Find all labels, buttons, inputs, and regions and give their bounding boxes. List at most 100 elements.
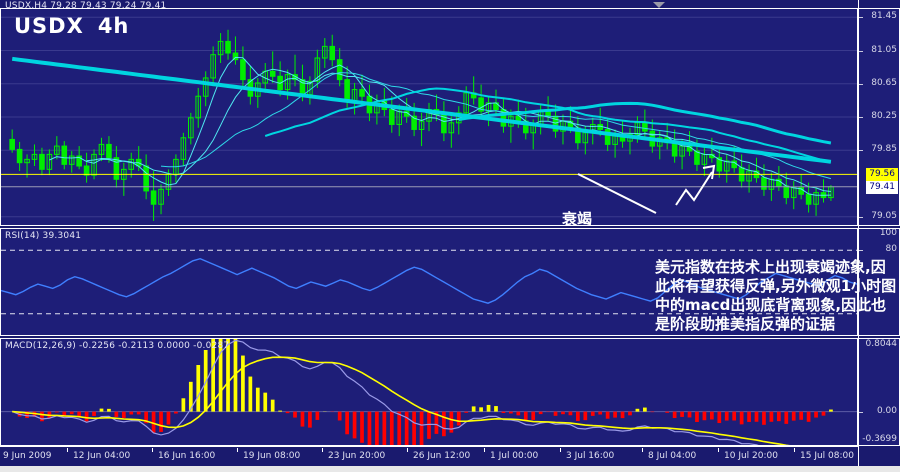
time-axis-label: 1 Jul 00:00 [490,451,539,461]
time-axis-label: 10 Jul 20:00 [724,451,778,461]
bid-price-label[interactable]: 79.56 [866,168,898,182]
candle-body [463,92,470,114]
candle-body [9,138,15,150]
rsi-axis[interactable]: 100 80 [857,229,899,335]
candle-body [448,122,455,134]
macd-axis-tick: 0.00 [876,405,897,416]
candle-body [232,52,239,61]
price-axis-tick: 81.05 [871,44,897,55]
candle-body [694,150,700,165]
price-chart-panel[interactable]: 81.45 81.05 80.65 80.25 79.85 79.05 79.56 79.41 [0,8,900,226]
candle-body [336,59,343,81]
rsi-label: RSI(14) 39.3041 [5,231,82,241]
chart-shift-marker-icon[interactable] [653,2,665,8]
time-axis[interactable]: 9 Jun 2009 12 Jun 04:00 16 Jun 16:00 19 Jun… [0,448,858,466]
exhaustion-annotation: 衰竭 [562,210,593,228]
long-moving-average-line [11,56,832,164]
candle-body [284,74,291,91]
candle-body [329,45,336,61]
time-axis-label: 26 Jun 12:00 [413,451,471,461]
candle-body [396,110,403,125]
time-axis-tickmark [642,448,643,452]
price-axis-tickmark [859,117,863,118]
time-axis-label: 23 Jun 20:00 [328,451,386,461]
candle-body [24,158,30,164]
time-axis-tickmark [407,448,408,452]
candle-body [723,160,730,172]
time-axis-label: 16 Jun 16:00 [158,451,216,461]
candle-body [604,128,611,145]
time-axis-label: 3 Jul 16:00 [566,451,615,461]
candle-body [321,45,328,59]
ask-price-label[interactable]: 79.41 [866,180,898,194]
price-axis[interactable]: 81.45 81.05 80.65 80.25 79.85 79.05 79.56 79.41 [857,9,899,225]
time-axis-tickmark [237,448,238,452]
time-axis-label: 8 Jul 04:00 [648,451,697,461]
candle-body [106,143,112,159]
candle-body [344,79,350,102]
candle-body [552,115,559,132]
macd-signal-line [12,356,791,445]
candle-body [98,143,105,155]
time-axis-tickmark [322,448,323,452]
candle-body [91,153,97,176]
time-axis-tickmark [560,448,561,452]
rsi-plot-area[interactable] [1,229,857,335]
candle-body [39,153,45,170]
candle-body [716,157,723,172]
candle-body [16,148,23,164]
candle-body [113,157,120,180]
time-axis-label: 9 Jun 2009 [3,451,52,461]
symbol-ohlc-header: USDX,H4 79.28 79.43 79.24 79.41 [5,1,167,11]
time-axis-label: 15 Jul 08:00 [800,451,854,461]
candle-body [76,155,82,167]
time-axis-tickmark [718,448,719,452]
macd-plot-area[interactable] [1,339,857,445]
axis-divider [857,339,858,445]
macd-label: MACD(12,26,9) -0.2256 -0.2113 0.0000 -0.… [5,341,230,351]
macd-indicator-panel[interactable]: 0.8044 0.00 -0.3699 [0,338,900,446]
macd-axis-tick: 0.8044 [865,339,898,349]
price-axis-tick: 81.45 [871,11,897,22]
time-axis-label: 12 Jun 04:00 [73,451,131,461]
candle-body [269,70,276,77]
candle-body [225,40,231,54]
macd-histogram-svg [1,339,857,445]
candle-body [746,170,752,182]
candle-body [188,117,194,139]
candle-body [411,115,417,130]
time-axis-tickmark [67,448,68,452]
price-candlestick-svg [1,16,857,221]
candle-body [150,190,157,205]
candle-body [61,145,68,165]
rsi-indicator-panel[interactable]: 100 80 [0,228,900,336]
price-plot-area[interactable] [1,9,857,225]
candle-body [783,185,790,199]
candle-body [68,155,75,165]
time-axis-tickmark [794,448,795,452]
candle-body [217,40,224,56]
moving-average-line [160,72,832,180]
candle-body [314,57,321,82]
rsi-line [1,257,857,304]
price-axis-tick: 80.65 [871,77,897,88]
price-axis-tickmark [859,150,863,152]
rsi-axis-tick: 80 [885,244,897,255]
macd-axis[interactable]: 0.8044 0.00 -0.3699 [857,339,899,445]
price-axis-tick: 79.85 [871,144,897,155]
candle-body [202,77,209,97]
rsi-axis-tickmark [859,250,863,252]
moving-average-line [264,87,832,163]
candle-body [46,153,53,170]
candle-body [54,145,60,155]
candle-body [671,142,678,157]
candle-body [210,54,216,79]
price-axis-tick: 80.25 [871,111,897,121]
candle-body [642,122,648,132]
symbol-name: USDX [14,14,84,38]
commentary-annotation: 美元指数在技术上出现衰竭迹象,因此将有望获得反弹,另外微观1小时图中的macd出… [655,258,897,333]
time-axis-tickmark [152,448,153,452]
chart-right-border [858,0,859,466]
candle-body [813,192,819,205]
